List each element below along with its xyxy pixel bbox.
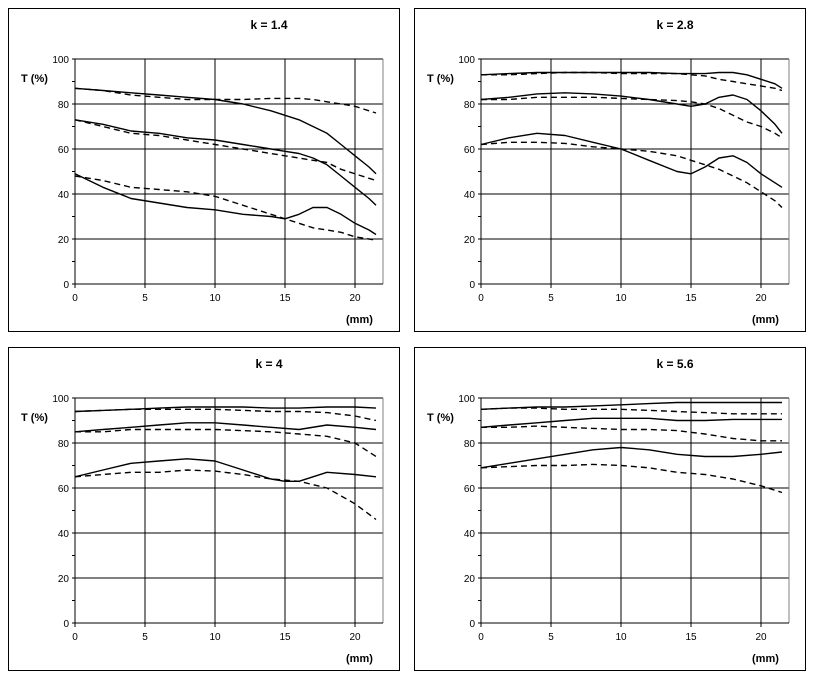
y-tick-label: 100 bbox=[52, 394, 69, 405]
chart-title: k = 2.8 bbox=[656, 18, 693, 32]
series-line-5 bbox=[480, 446, 783, 469]
series-line-2 bbox=[74, 87, 377, 114]
x-tick-label: 5 bbox=[548, 293, 554, 304]
chart-svg: 0 20 40 60 80 100 0 5 10 15 20 k = 2.8 T (%) (mm) bbox=[427, 18, 790, 326]
series-line-3 bbox=[74, 119, 377, 206]
series-line-1 bbox=[480, 401, 782, 410]
x-tick-label: 15 bbox=[685, 632, 697, 643]
series-line-6 bbox=[480, 463, 783, 494]
y-axis-label: T (%) bbox=[427, 412, 454, 424]
series-line-5 bbox=[74, 458, 377, 483]
y-tick-label: 20 bbox=[58, 235, 70, 246]
y-tick-label: 0 bbox=[469, 280, 475, 291]
series-line-4 bbox=[74, 119, 377, 182]
y-tick-label: 60 bbox=[464, 484, 476, 495]
series-line-3 bbox=[74, 422, 377, 433]
x-axis-label: (mm) bbox=[752, 653, 779, 665]
x-tick-label: 0 bbox=[72, 632, 78, 643]
chart-panel-k-4: 0 20 40 60 80 100 0 5 10 15 20 k = 4 T (%) (mm) bbox=[8, 347, 400, 671]
x-tick-label: 20 bbox=[755, 632, 767, 643]
y-tick-label: 100 bbox=[52, 55, 69, 66]
chart-panel-k-5-6: 0 20 40 60 80 100 0 5 10 15 20 k = 5.6 T (%) (mm) bbox=[414, 347, 806, 671]
y-tick-label: 80 bbox=[58, 100, 70, 111]
series-line-6 bbox=[74, 175, 377, 241]
series-line-3 bbox=[480, 417, 782, 428]
x-tick-label: 15 bbox=[279, 632, 291, 643]
x-axis-label: (mm) bbox=[346, 314, 373, 326]
x-tick-label: 10 bbox=[615, 632, 627, 643]
y-tick-label: 40 bbox=[464, 190, 476, 201]
chart-svg: 0 20 40 60 80 100 0 5 10 15 20 k = 1.4 T (%) (mm) bbox=[21, 18, 384, 326]
y-tick-label: 100 bbox=[458, 55, 475, 66]
series-line-3 bbox=[480, 92, 783, 134]
x-tick-label: 10 bbox=[615, 293, 627, 304]
x-tick-label: 10 bbox=[209, 293, 221, 304]
series-line-1 bbox=[480, 71, 783, 89]
y-axis-label: T (%) bbox=[21, 412, 48, 424]
x-tick-label: 5 bbox=[142, 293, 148, 304]
y-tick-label: 20 bbox=[464, 574, 476, 585]
chart-title: k = 1.4 bbox=[250, 18, 287, 32]
chart-svg: 0 20 40 60 80 100 0 5 10 15 20 k = 5.6 T (%) (mm) bbox=[427, 357, 790, 665]
x-tick-label: 10 bbox=[209, 632, 221, 643]
y-tick-label: 100 bbox=[458, 394, 475, 405]
series-line-6 bbox=[480, 141, 783, 209]
chart-title: k = 4 bbox=[255, 357, 282, 371]
x-tick-label: 5 bbox=[142, 632, 148, 643]
chart-svg: 0 20 40 60 80 100 0 5 10 15 20 k = 4 T (%) (mm) bbox=[21, 357, 384, 665]
y-tick-label: 40 bbox=[58, 190, 70, 201]
y-axis-label: T (%) bbox=[427, 73, 454, 85]
series-line-6 bbox=[74, 469, 377, 521]
chart-title: k = 5.6 bbox=[656, 357, 693, 371]
y-axis-label: T (%) bbox=[21, 73, 48, 85]
y-tick-label: 40 bbox=[58, 529, 70, 540]
series-line-2 bbox=[480, 407, 782, 415]
x-tick-label: 20 bbox=[349, 632, 361, 643]
x-tick-label: 15 bbox=[685, 293, 697, 304]
x-tick-label: 0 bbox=[478, 632, 484, 643]
x-tick-label: 0 bbox=[478, 293, 484, 304]
series-line-4 bbox=[481, 96, 783, 139]
y-tick-label: 60 bbox=[58, 484, 70, 495]
y-tick-label: 40 bbox=[464, 529, 476, 540]
y-tick-label: 0 bbox=[63, 619, 69, 630]
y-tick-label: 60 bbox=[464, 145, 476, 156]
series-line-2 bbox=[481, 71, 783, 92]
y-tick-label: 60 bbox=[58, 145, 70, 156]
series-line-4 bbox=[481, 425, 782, 442]
y-tick-label: 20 bbox=[464, 235, 476, 246]
series-line-4 bbox=[75, 428, 377, 458]
series-line-2 bbox=[74, 408, 377, 422]
series-line-1 bbox=[74, 87, 377, 175]
x-tick-label: 0 bbox=[72, 293, 78, 304]
y-tick-label: 0 bbox=[63, 280, 69, 291]
chart-panel-k-2-8: 0 20 40 60 80 100 0 5 10 15 20 k = 2.8 T (%) (mm) bbox=[414, 8, 806, 332]
series-line-5 bbox=[480, 132, 783, 188]
y-tick-label: 80 bbox=[58, 439, 70, 450]
x-tick-label: 15 bbox=[279, 293, 291, 304]
y-tick-label: 80 bbox=[464, 100, 476, 111]
y-tick-label: 0 bbox=[469, 619, 475, 630]
x-axis-label: (mm) bbox=[752, 314, 779, 326]
y-tick-label: 80 bbox=[464, 439, 476, 450]
x-tick-label: 5 bbox=[548, 632, 554, 643]
chart-panel-k-1-4: 0 20 40 60 80 100 0 5 10 15 20 k = 1.4 T (%) (mm) bbox=[8, 8, 400, 332]
series-line-5 bbox=[74, 173, 377, 236]
y-tick-label: 20 bbox=[58, 574, 70, 585]
x-tick-label: 20 bbox=[349, 293, 361, 304]
x-axis-label: (mm) bbox=[346, 653, 373, 665]
x-tick-label: 20 bbox=[755, 293, 767, 304]
